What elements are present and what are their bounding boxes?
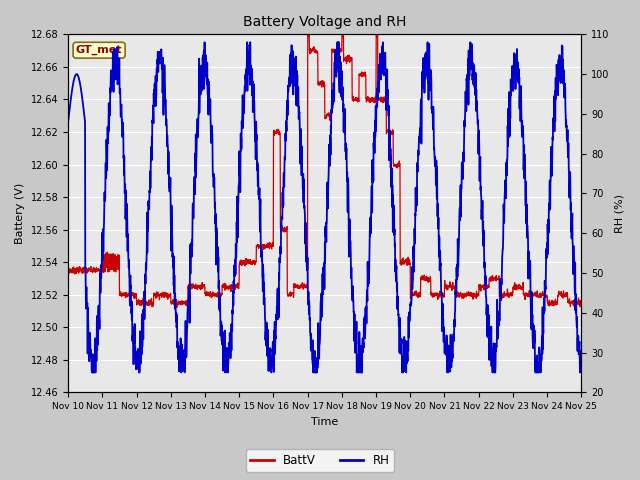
RH <box>532 370 540 375</box>
RH <box>577 348 585 354</box>
X-axis label: Time: Time <box>311 417 339 427</box>
RH <box>208 123 216 129</box>
BattV <box>207 295 215 300</box>
BattV <box>340 33 348 38</box>
BattV <box>351 96 358 102</box>
Title: Battery Voltage and RH: Battery Voltage and RH <box>243 15 406 29</box>
RH <box>547 177 554 182</box>
Y-axis label: Battery (V): Battery (V) <box>15 183 25 244</box>
BattV <box>577 302 585 308</box>
RH <box>201 39 209 45</box>
BattV <box>532 289 540 295</box>
BattV <box>547 300 554 305</box>
RH <box>340 129 348 134</box>
Legend: BattV, RH: BattV, RH <box>246 449 394 472</box>
BattV <box>373 28 381 34</box>
BattV <box>474 291 482 297</box>
BattV <box>64 264 72 270</box>
Text: GT_met: GT_met <box>76 45 122 55</box>
RH <box>88 370 96 375</box>
BattV <box>173 304 180 310</box>
Line: BattV: BattV <box>68 31 581 307</box>
RH <box>474 117 482 123</box>
RH <box>351 332 358 337</box>
Y-axis label: RH (%): RH (%) <box>615 194 625 233</box>
Line: RH: RH <box>68 42 581 372</box>
RH <box>64 119 72 125</box>
